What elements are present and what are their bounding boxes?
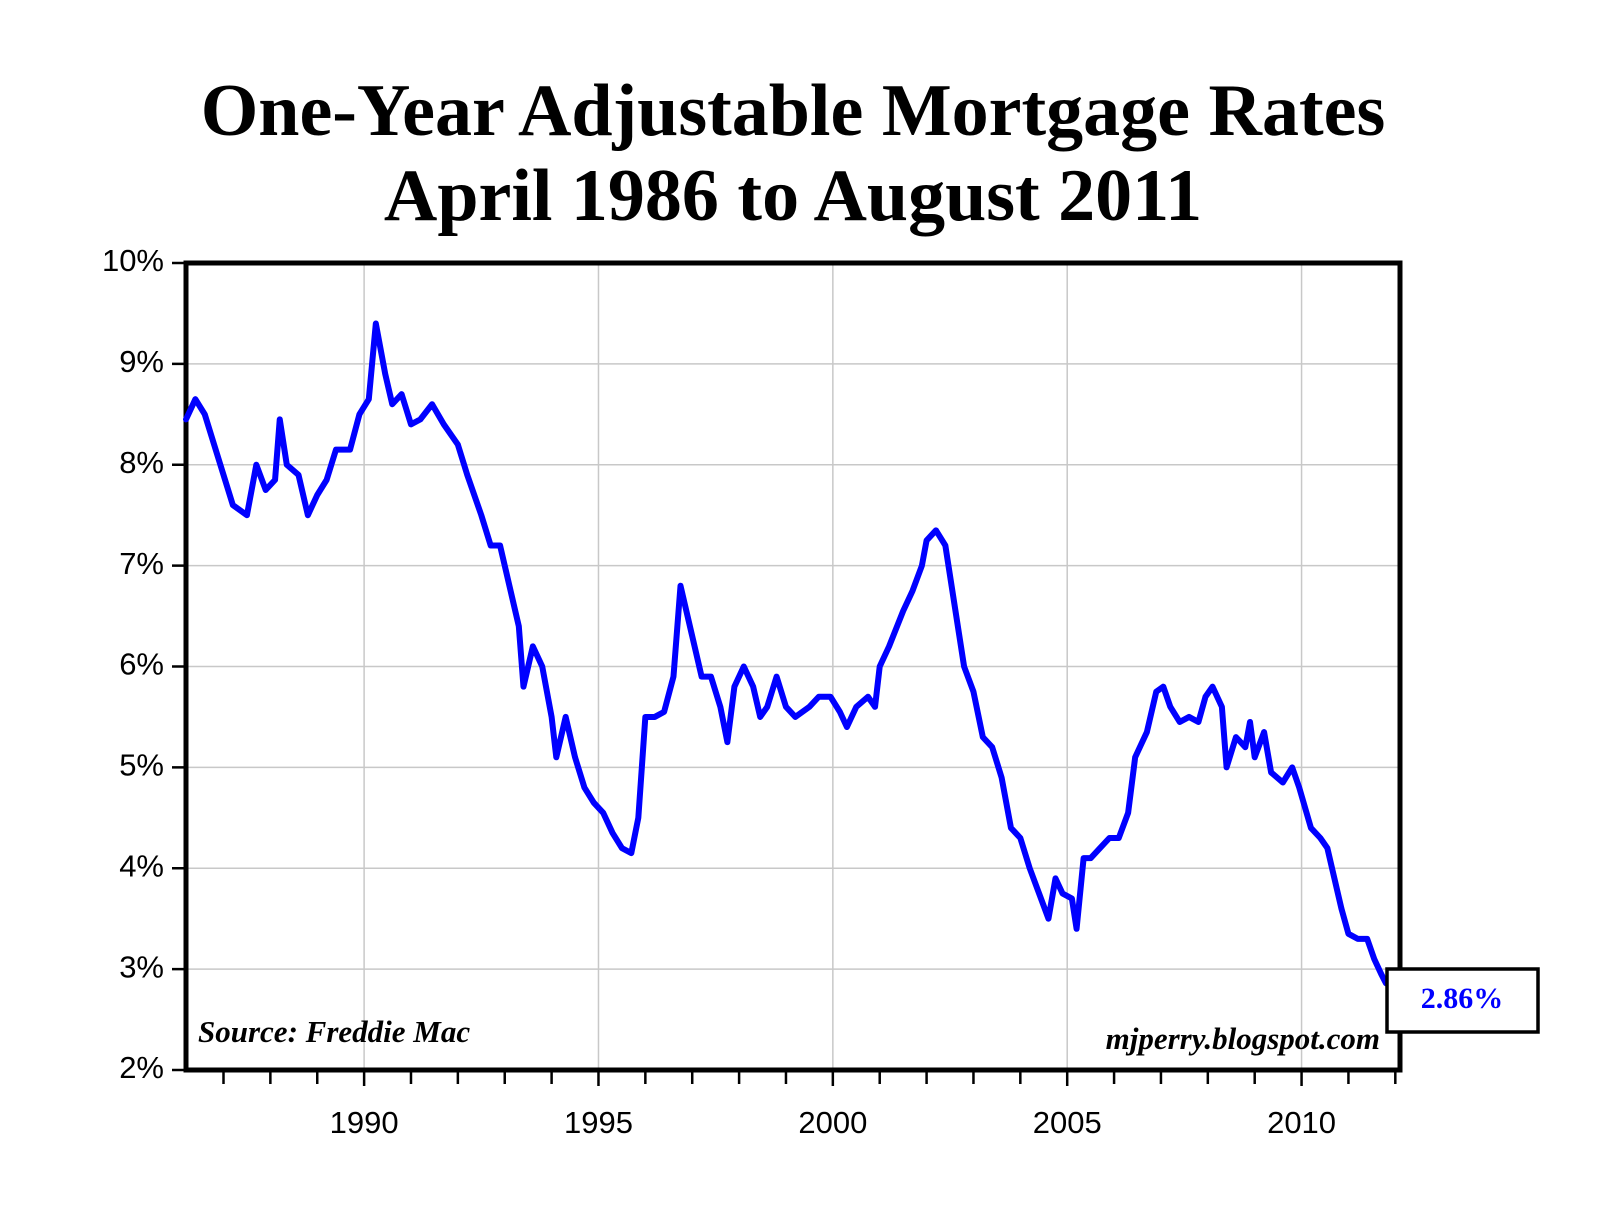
x-tick-label: 2010: [1267, 1105, 1336, 1140]
y-tick-label: 7%: [119, 546, 164, 581]
data-line: [183, 320, 1389, 987]
blog-note: mjperry.blogspot.com: [1106, 1021, 1380, 1056]
chart-subtitle: April 1986 to August 2011: [384, 155, 1202, 237]
y-tick-label: 3%: [119, 949, 164, 984]
plot-frame: [183, 260, 1403, 1073]
x-tick-label: 2005: [1033, 1105, 1102, 1140]
end-label-box: [1385, 967, 1540, 1034]
x-tick-label: 2000: [798, 1105, 867, 1140]
x-tick-label: 1990: [330, 1105, 399, 1140]
source-note: Source: Freddie Mac: [198, 1014, 470, 1049]
x-tick-label: 1995: [564, 1105, 633, 1140]
y-tick-label: 4%: [119, 848, 164, 883]
y-tick-label: 8%: [119, 445, 164, 480]
y-tick-label: 6%: [119, 647, 164, 682]
end-label: 2.86%: [1421, 982, 1504, 1015]
y-tick-label: 9%: [119, 344, 164, 379]
y-tick-label: 10%: [102, 243, 164, 278]
chart-title: One-Year Adjustable Mortgage Rates: [201, 70, 1386, 152]
y-tick-label: 2%: [119, 1050, 164, 1085]
y-tick-label: 5%: [119, 748, 164, 783]
